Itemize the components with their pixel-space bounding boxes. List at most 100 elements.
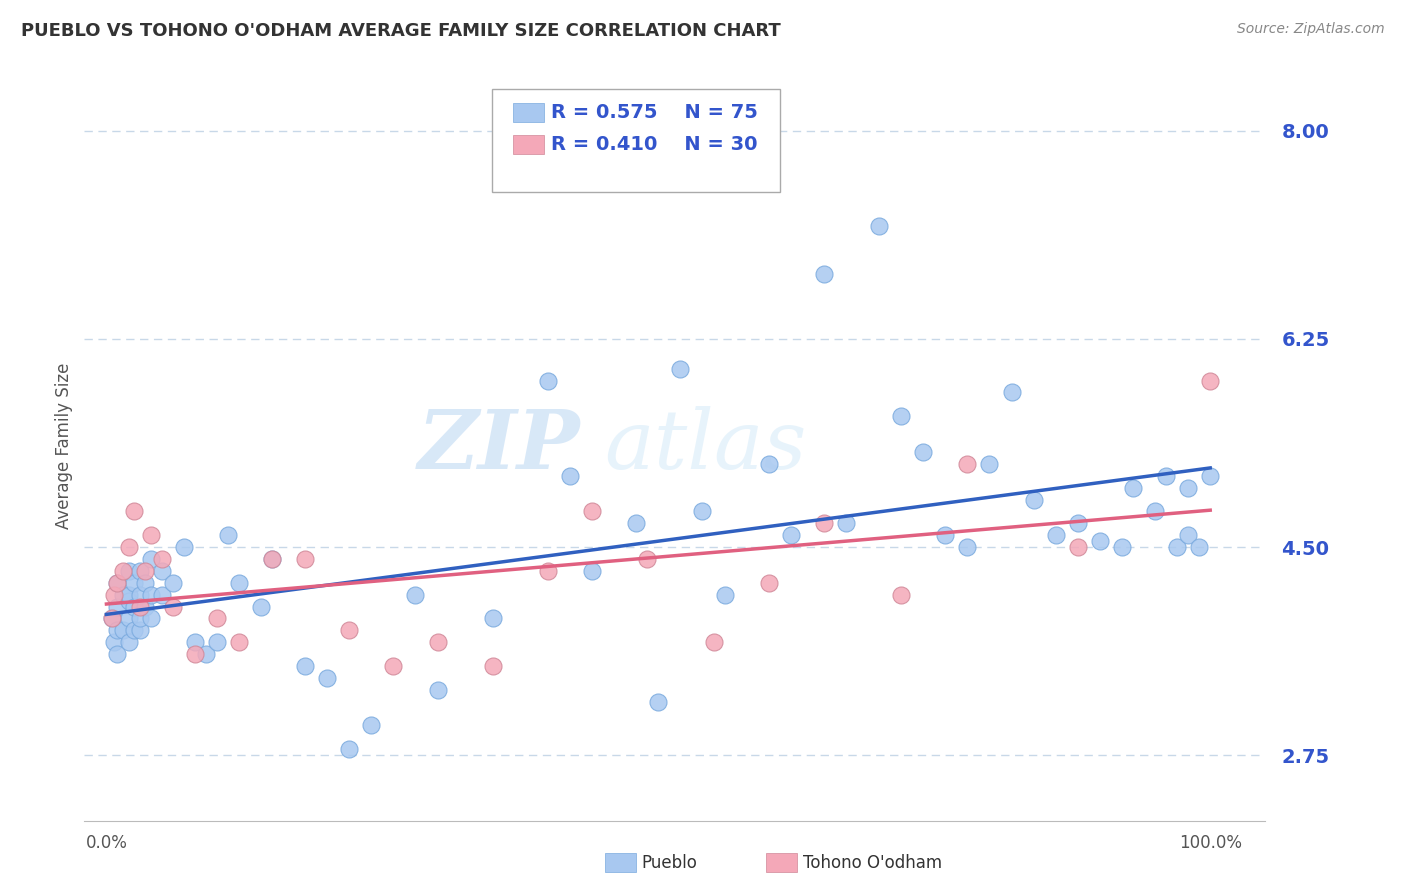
Point	[294, 552, 316, 566]
Point	[122, 575, 145, 590]
Point	[139, 552, 162, 566]
Point	[647, 695, 669, 709]
Point	[1143, 504, 1166, 518]
Point	[173, 540, 195, 554]
Text: Pueblo: Pueblo	[641, 854, 697, 871]
Point	[1122, 481, 1144, 495]
Point	[205, 611, 228, 625]
Point	[184, 635, 207, 649]
Point	[107, 624, 129, 638]
Point	[117, 593, 139, 607]
Text: Tohono O'odham: Tohono O'odham	[803, 854, 942, 871]
Point	[107, 575, 129, 590]
Point	[150, 588, 173, 602]
Point	[107, 599, 129, 614]
Point	[1067, 540, 1090, 554]
Point	[813, 516, 835, 531]
Point	[426, 635, 449, 649]
Point	[979, 457, 1001, 471]
Point	[481, 611, 503, 625]
Point	[184, 647, 207, 661]
Point	[405, 588, 427, 602]
Point	[139, 588, 162, 602]
Point	[956, 457, 979, 471]
Point	[128, 624, 150, 638]
Text: Source: ZipAtlas.com: Source: ZipAtlas.com	[1237, 22, 1385, 37]
Point	[1000, 385, 1022, 400]
Point	[1188, 540, 1211, 554]
Point	[1045, 528, 1067, 542]
Point	[835, 516, 858, 531]
Point	[122, 624, 145, 638]
Point	[337, 742, 360, 756]
Point	[107, 575, 129, 590]
Point	[537, 564, 560, 578]
Point	[134, 575, 156, 590]
Point	[107, 647, 129, 661]
Point	[758, 457, 780, 471]
Point	[813, 267, 835, 281]
Point	[1088, 534, 1111, 549]
Point	[111, 564, 134, 578]
Point	[260, 552, 283, 566]
Point	[128, 611, 150, 625]
Point	[360, 718, 382, 732]
Point	[260, 552, 283, 566]
Text: PUEBLO VS TOHONO O'ODHAM AVERAGE FAMILY SIZE CORRELATION CHART: PUEBLO VS TOHONO O'ODHAM AVERAGE FAMILY …	[21, 22, 780, 40]
Point	[956, 540, 979, 554]
Point	[1022, 492, 1045, 507]
Point	[122, 504, 145, 518]
Point	[626, 516, 648, 531]
Point	[581, 504, 603, 518]
Point	[558, 468, 581, 483]
Text: ZIP: ZIP	[418, 406, 581, 486]
Point	[294, 659, 316, 673]
Point	[117, 635, 139, 649]
Point	[150, 552, 173, 566]
Point	[139, 611, 162, 625]
Point	[150, 564, 173, 578]
Text: R = 0.410    N = 30: R = 0.410 N = 30	[551, 135, 758, 154]
Point	[426, 682, 449, 697]
Point	[1111, 540, 1133, 554]
Point	[111, 588, 134, 602]
Point	[117, 588, 139, 602]
Point	[1166, 540, 1188, 554]
Point	[134, 564, 156, 578]
Point	[194, 647, 217, 661]
Point	[868, 219, 890, 233]
Point	[162, 575, 184, 590]
Point	[581, 564, 603, 578]
Point	[779, 528, 801, 542]
Point	[890, 409, 912, 424]
Point	[205, 635, 228, 649]
Point	[128, 588, 150, 602]
Point	[1067, 516, 1090, 531]
Text: atlas: atlas	[605, 406, 807, 486]
Point	[128, 599, 150, 614]
Point	[101, 611, 124, 625]
Point	[1199, 468, 1222, 483]
Point	[139, 528, 162, 542]
Point	[228, 635, 250, 649]
Point	[162, 599, 184, 614]
Point	[316, 671, 339, 685]
Point	[1154, 468, 1177, 483]
Point	[758, 575, 780, 590]
Point	[382, 659, 405, 673]
Point	[117, 564, 139, 578]
Point	[228, 575, 250, 590]
Point	[636, 552, 658, 566]
Point	[890, 588, 912, 602]
Point	[1199, 374, 1222, 388]
Text: R = 0.575    N = 75: R = 0.575 N = 75	[551, 103, 758, 122]
Point	[537, 374, 560, 388]
Point	[128, 564, 150, 578]
Point	[117, 540, 139, 554]
Point	[337, 624, 360, 638]
Point	[217, 528, 239, 542]
Point	[111, 624, 134, 638]
Point	[481, 659, 503, 673]
Y-axis label: Average Family Size: Average Family Size	[55, 363, 73, 529]
Point	[934, 528, 956, 542]
